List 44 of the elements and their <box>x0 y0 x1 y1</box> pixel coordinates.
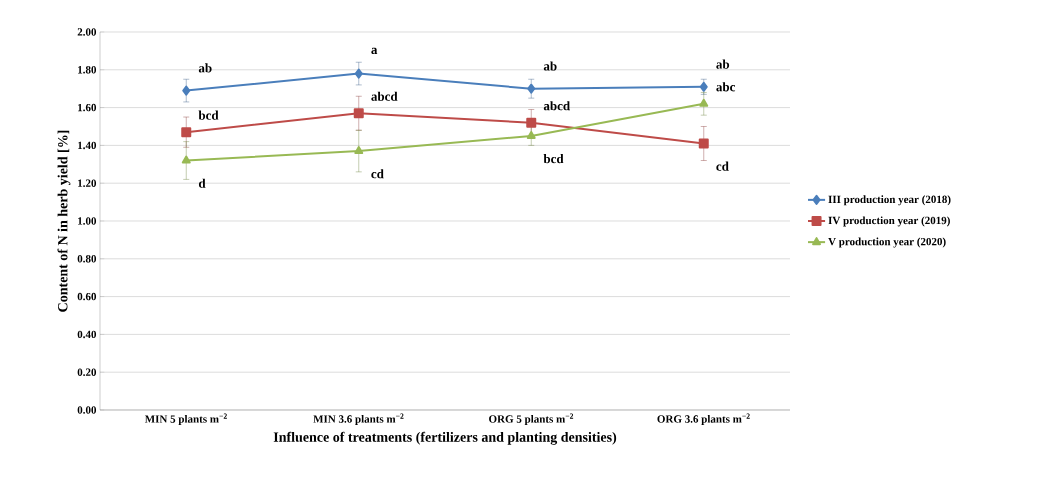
annotation: bcd <box>543 154 564 164</box>
y-tick-label: 0.40 <box>77 330 97 339</box>
y-tick-label: 0.80 <box>77 255 97 263</box>
annotation: ab <box>716 59 730 69</box>
legend-label: III production year (2018) <box>828 195 951 206</box>
point <box>527 83 536 94</box>
legend-label: V production year (2020) <box>828 237 946 248</box>
y-tick-label: 1.80 <box>78 66 97 74</box>
annotation: abc <box>716 82 736 92</box>
y-tick-label: 0.20 <box>77 368 97 376</box>
point <box>526 117 537 128</box>
point <box>181 155 191 164</box>
y-tick-label: 0.60 <box>77 292 97 301</box>
y-tick-label: 1.40 <box>78 141 97 150</box>
point <box>354 68 363 79</box>
y-tick-label: 1.00 <box>78 217 97 225</box>
annotation: cd <box>716 161 729 171</box>
x-tick-label: MIN 3.6 plants m$^{−2}$ <box>313 413 404 425</box>
x-tick-label: ORG 5 plants m$^{−2}$ <box>489 413 574 425</box>
annotation: d <box>198 178 206 188</box>
annotation: abcd <box>543 101 570 111</box>
point <box>699 81 708 92</box>
y-tick-label: 1.20 <box>78 179 97 187</box>
annotation: ab <box>543 61 557 71</box>
point <box>182 85 191 96</box>
legend-label: IV production year (2019) <box>828 216 950 227</box>
annotation: cd <box>371 169 384 179</box>
y-axis-title: Content of N in herb yield [%] <box>57 130 71 312</box>
point <box>526 130 536 139</box>
x-tick-label: ORG 3.6 plants m$^{−2}$ <box>657 413 750 425</box>
y-tick-label: 1.60 <box>78 103 97 112</box>
y-tick-label: 0.00 <box>77 406 97 414</box>
annotation: a <box>371 47 378 55</box>
annotation: bcd <box>198 110 219 120</box>
x-axis-title: Influence of treatments (fertilizers and planting densities) <box>273 431 617 445</box>
point <box>353 108 364 119</box>
annotation: abcd <box>371 91 398 101</box>
annotation: ab <box>198 63 212 73</box>
y-tick-label: 2.00 <box>77 28 97 36</box>
point <box>699 98 709 107</box>
x-tick-label: MIN 5 plants m$^{−2}$ <box>144 413 227 425</box>
point <box>181 127 192 138</box>
point <box>354 146 364 155</box>
point <box>698 138 709 149</box>
